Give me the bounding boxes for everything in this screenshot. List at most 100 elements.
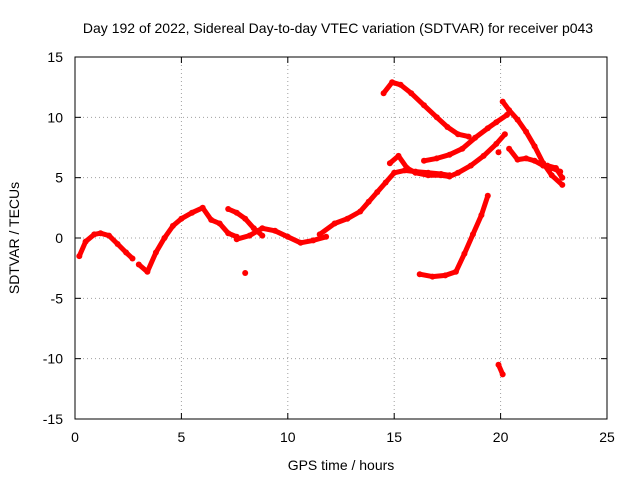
series-track-d <box>233 225 330 246</box>
x-tick-label: 5 <box>178 429 186 445</box>
data-point <box>442 272 449 279</box>
data-point <box>242 215 249 222</box>
data-point <box>216 220 223 227</box>
x-tick-label: 10 <box>280 429 296 445</box>
series-track-h <box>421 111 510 164</box>
data-point <box>323 233 330 240</box>
data-point <box>544 162 551 169</box>
y-axis-label: SDTVAR / TECUs <box>6 182 22 294</box>
data-point <box>404 165 410 171</box>
data-point <box>531 143 538 150</box>
data-point <box>504 111 510 118</box>
data-series <box>76 79 566 378</box>
data-point <box>242 270 249 276</box>
data-point <box>91 231 98 238</box>
data-point <box>178 215 185 222</box>
series-track-g <box>380 79 472 140</box>
data-point <box>446 173 453 180</box>
data-point <box>455 131 461 138</box>
data-point <box>189 209 195 216</box>
data-point <box>129 255 136 262</box>
data-point <box>374 189 381 196</box>
y-tick-label: 15 <box>47 49 63 65</box>
data-point <box>225 206 232 212</box>
data-point <box>382 179 389 186</box>
data-point <box>421 102 427 109</box>
data-point <box>357 208 364 215</box>
data-point <box>135 261 142 268</box>
x-axis-label: GPS time / hours <box>288 457 395 473</box>
data-point <box>310 237 317 244</box>
data-point <box>82 238 89 245</box>
data-point <box>76 253 83 260</box>
data-point <box>365 198 372 205</box>
data-point <box>495 361 502 368</box>
data-point <box>523 155 530 162</box>
series-point-2 <box>495 149 502 156</box>
data-point <box>506 107 513 114</box>
data-point <box>284 233 291 240</box>
data-point <box>444 124 451 130</box>
data-point <box>386 160 393 167</box>
data-point <box>123 249 130 256</box>
series-track-a <box>76 230 136 262</box>
data-point <box>106 232 112 239</box>
y-tick-label: -15 <box>43 411 63 427</box>
data-point <box>469 231 476 238</box>
data-point <box>408 90 415 97</box>
data-point <box>461 250 468 257</box>
data-point <box>493 140 500 147</box>
data-point <box>421 157 427 164</box>
data-point <box>316 231 323 238</box>
data-point <box>459 145 466 152</box>
y-tick-label: -5 <box>51 290 64 306</box>
data-point <box>97 230 104 237</box>
data-point <box>452 268 459 275</box>
data-point <box>495 149 502 156</box>
data-point <box>297 239 304 246</box>
data-point <box>501 131 508 138</box>
data-point <box>391 169 398 176</box>
data-point <box>208 216 215 223</box>
x-tick-label: 15 <box>386 429 402 445</box>
data-point <box>233 209 240 216</box>
y-tick-label: 0 <box>55 230 63 246</box>
data-point <box>331 220 338 227</box>
data-point <box>429 273 436 280</box>
series-track-l <box>544 162 566 181</box>
data-point <box>246 232 253 239</box>
data-point <box>478 212 485 219</box>
axis-ticks: 0 5 10 15 20 25 -15 -10 -5 0 5 10 15 <box>43 49 615 445</box>
data-point <box>523 128 530 135</box>
data-point <box>446 151 453 158</box>
data-point <box>272 227 278 234</box>
x-tick-label: 25 <box>599 429 615 445</box>
data-point <box>493 119 500 126</box>
y-tick-label: 5 <box>55 170 63 186</box>
data-point <box>499 371 506 378</box>
data-point <box>416 271 423 278</box>
data-point <box>514 156 521 163</box>
data-point <box>484 125 491 132</box>
data-point <box>433 155 440 162</box>
data-point <box>438 172 444 179</box>
series-track-b <box>135 204 240 275</box>
chart-title: Day 192 of 2022, Sidereal Day-to-day VTE… <box>83 20 593 36</box>
data-point <box>412 169 419 176</box>
data-point <box>484 192 491 199</box>
data-point <box>233 236 240 243</box>
y-tick-label: 10 <box>47 109 63 125</box>
data-point <box>259 225 266 232</box>
data-point <box>152 249 159 256</box>
data-point <box>552 165 559 171</box>
data-point <box>514 116 521 123</box>
x-tick-label: 0 <box>71 429 79 445</box>
data-point <box>559 181 566 188</box>
y-tick-label: -10 <box>43 351 63 367</box>
data-point <box>531 157 538 164</box>
data-point <box>465 133 472 140</box>
data-point <box>161 235 168 241</box>
data-point <box>169 222 176 229</box>
x-tick-label: 20 <box>493 429 509 445</box>
